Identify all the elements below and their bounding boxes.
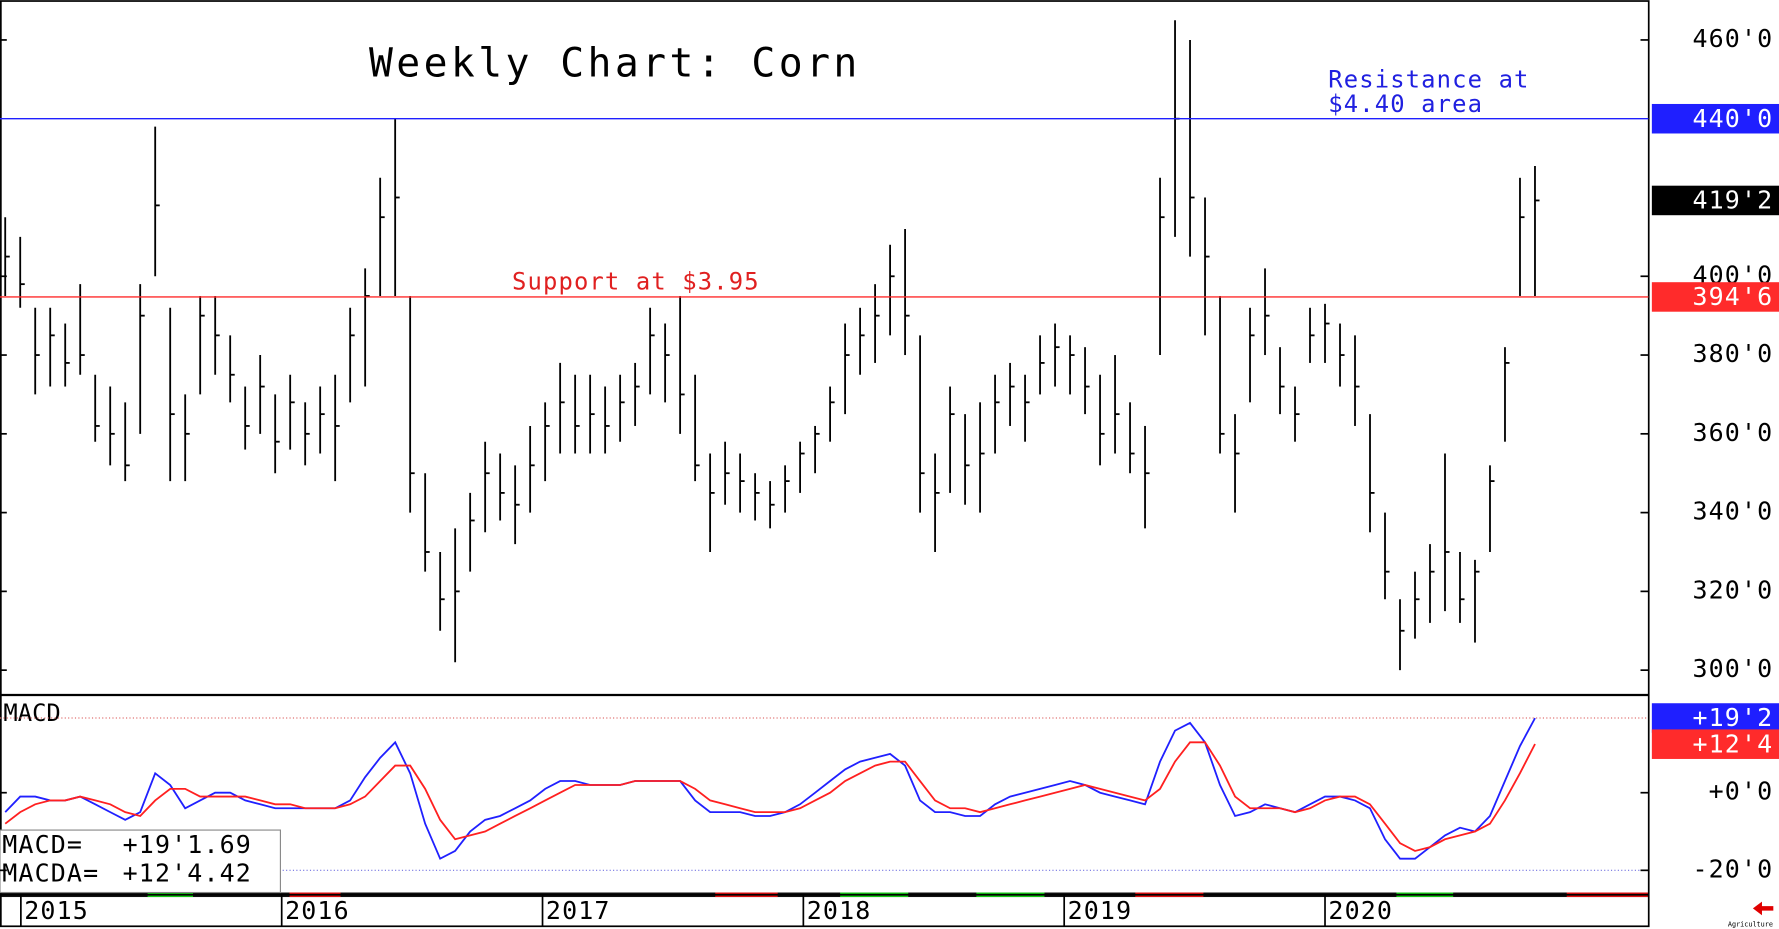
x-tick-label: 2020 <box>1328 896 1393 925</box>
value-box-label: 440'0 <box>1692 104 1773 133</box>
value-box <box>1651 103 1779 134</box>
readout-label: MACDA= <box>2 858 99 887</box>
x-tick-label: 2019 <box>1068 896 1133 925</box>
macd-line <box>4 741 1536 852</box>
x-tick-label: 2015 <box>24 896 89 925</box>
annotation: Support at $3.95 <box>512 267 760 295</box>
x-tick-label: 2017 <box>546 896 611 925</box>
annotation: $4.40 area <box>1328 90 1483 118</box>
value-box <box>1651 282 1779 312</box>
value-box-label: 394'6 <box>1692 282 1773 311</box>
readout-label: MACD= <box>2 830 83 859</box>
value-box <box>1651 729 1779 759</box>
y-tick-label: 360'0 <box>1692 418 1773 447</box>
x-tick-label: 2018 <box>807 896 872 925</box>
chart-title: Weekly Chart: Corn <box>369 41 861 87</box>
value-box-label: +19'2 <box>1692 703 1773 732</box>
readout-value: +19'1.69 <box>123 830 252 859</box>
source: Agriculture <box>1728 920 1773 928</box>
panel-title: MACD <box>3 699 60 727</box>
readout-box <box>0 829 281 894</box>
icon <box>1752 901 1774 916</box>
annotation: Resistance at <box>1328 65 1529 93</box>
value-box <box>1651 703 1779 733</box>
readout-value: +12'4.42 <box>123 858 252 887</box>
y-tick-label: +0'0 <box>1709 777 1774 806</box>
y-tick-label: 340'0 <box>1692 497 1773 526</box>
frame <box>0 0 1650 928</box>
y-tick-label: -20'0 <box>1692 854 1773 883</box>
y-tick-label: 300'0 <box>1692 654 1773 683</box>
value-box <box>1651 185 1779 216</box>
value-box-label: +12'4 <box>1692 729 1773 758</box>
y-tick-label: 460'0 <box>1692 24 1773 53</box>
y-tick-label: 320'0 <box>1692 575 1773 604</box>
y-tick-label: 380'0 <box>1692 339 1773 368</box>
x-tick-label: 2016 <box>285 896 350 925</box>
value-box-label: 419'2 <box>1692 186 1773 215</box>
